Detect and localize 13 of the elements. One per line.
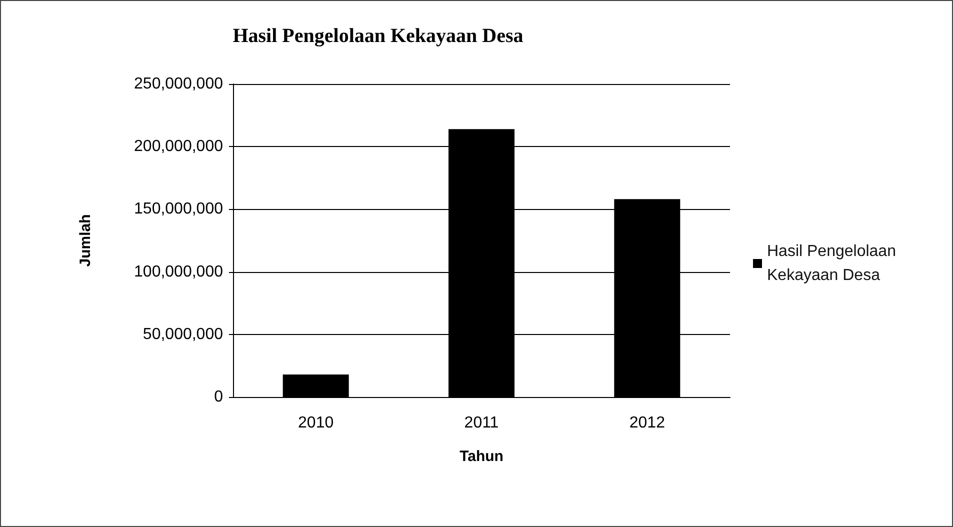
x-tick-label: 2010 (298, 414, 334, 432)
x-tick-label: 2011 (464, 414, 499, 432)
y-tick-label: 250,000,000 (134, 76, 224, 92)
y-tick-label: 0 (214, 388, 224, 406)
y-tick-label: 50,000,000 (142, 326, 224, 343)
y-tick-label: 150,000,000 (134, 200, 224, 218)
y-tick-label: 100,000,000 (134, 263, 224, 280)
legend-label: Hasil Pengelolaan Kekayaan Desa (767, 243, 900, 284)
y-axis-title: Jumlah (77, 214, 94, 267)
x-tick-label: 2012 (629, 414, 666, 432)
chart-title: Hasil Pengelolaan Kekayaan Desa (232, 25, 524, 47)
y-tick-label: 200,000,000 (134, 138, 224, 156)
x-axis-title: Tahun (460, 448, 504, 465)
